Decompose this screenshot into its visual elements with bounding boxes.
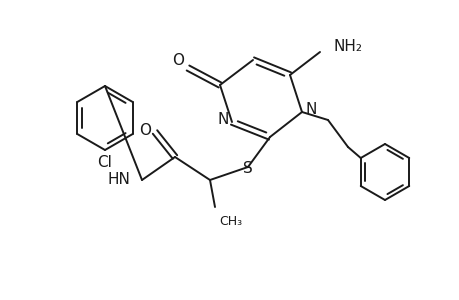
Text: NH₂: NH₂ — [333, 38, 362, 53]
Text: N: N — [305, 101, 316, 116]
Text: O: O — [172, 52, 184, 68]
Text: HN: HN — [107, 172, 130, 187]
Text: Cl: Cl — [97, 154, 112, 169]
Text: S: S — [243, 160, 252, 175]
Text: O: O — [139, 122, 151, 137]
Text: CH₃: CH₃ — [218, 215, 241, 228]
Text: N: N — [217, 112, 228, 127]
